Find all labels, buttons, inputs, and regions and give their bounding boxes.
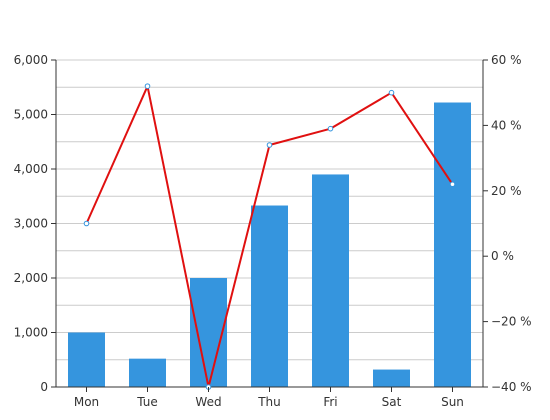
- right-tick-label: 60 %: [491, 53, 522, 67]
- left-tick-label: 4,000: [14, 162, 48, 176]
- right-tick-label: −40 %: [491, 380, 532, 394]
- right-tick-label: 0 %: [491, 249, 514, 263]
- bar: [129, 358, 166, 387]
- x-tick-label: Fri: [323, 395, 337, 409]
- bar: [312, 174, 349, 387]
- bar: [190, 278, 227, 387]
- bar: [434, 102, 471, 387]
- line-point: [449, 181, 456, 188]
- bar: [68, 332, 105, 387]
- x-tick-label: Sun: [441, 395, 464, 409]
- x-tick-label: Tue: [136, 395, 158, 409]
- x-tick-label: Wed: [195, 395, 221, 409]
- bar-series: [68, 102, 471, 387]
- line-point: [266, 142, 273, 148]
- right-tick-label: 40 %: [491, 118, 522, 132]
- x-tick-label: Mon: [74, 395, 99, 409]
- left-tick-label: 1,000: [14, 326, 48, 340]
- x-tick-label: Thu: [257, 395, 281, 409]
- line-series: [83, 83, 456, 390]
- left-tick-label: 3,000: [14, 217, 48, 231]
- line-point: [388, 89, 395, 96]
- line-point: [327, 125, 334, 132]
- bar: [251, 205, 288, 387]
- left-tick-label: 0: [40, 380, 48, 394]
- x-tick-label: Sat: [382, 395, 402, 409]
- line-point: [83, 220, 90, 227]
- tick-labels: 0 1,000 2,000 3,000 4,000 5,000 6,000 −40 % −20 …: [14, 53, 532, 409]
- left-tick-label: 6,000: [14, 53, 48, 67]
- right-tick-label: −20 %: [491, 315, 532, 329]
- left-tick-label: 2,000: [14, 271, 48, 285]
- right-tick-label: 20 %: [491, 184, 522, 198]
- line-point: [144, 83, 151, 89]
- bar: [373, 369, 410, 387]
- left-tick-label: 5,000: [14, 108, 48, 122]
